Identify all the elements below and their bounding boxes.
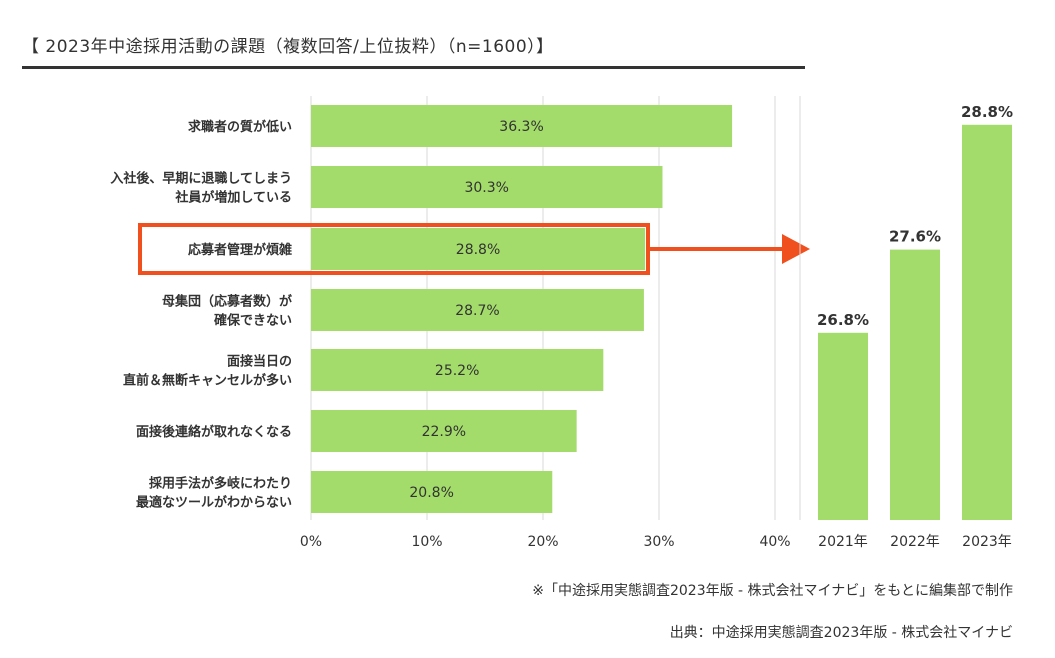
bar-data-label: 20.8% [409,485,453,501]
category-label: 最適なツールがわからない [136,495,292,511]
year-data-label: 27.6% [889,228,941,246]
x-tick-label: 30% [643,534,674,550]
chart-source: 出典：中途採用実態調査2023年版 - 株式会社マイナビ [669,625,1013,641]
bar-data-label: 22.9% [422,424,466,440]
bar-data-label: 28.7% [455,303,499,319]
bar-data-label: 30.3% [464,180,508,196]
x-tick-label: 10% [411,534,442,550]
bar-data-label: 25.2% [435,363,479,379]
category-label: 直前＆無断キャンセルが多い [123,373,292,389]
chart-note: ※「中途採用実態調査2023年版 - 株式会社マイナビ」をもとに編集部で制作 [532,583,1013,599]
category-label: 入社後、早期に退職してしまう [110,171,292,187]
bar-data-label: 28.8% [456,242,500,258]
bar [311,289,644,331]
year-bar [890,249,940,520]
bar [311,410,577,452]
category-label: 母集団（応募者数）が [162,294,292,310]
year-bar [818,332,868,520]
x-tick-label: 40% [759,534,790,550]
chart-title: 【 2023年中途採用活動の課題（複数回答/上位抜粋）（n=1600）】 [22,37,554,57]
category-label: 面接当日の [227,354,292,370]
year-tick-label: 2023年 [962,534,1012,550]
title-underline [22,66,805,69]
year-data-label: 26.8% [817,311,869,329]
bar [311,471,553,513]
category-label: 求職者の質が低い [188,119,292,135]
year-tick-label: 2021年 [818,534,868,550]
category-label: 面接後連絡が取れなくなる [136,424,292,440]
bar [311,228,646,270]
arrow-head-icon [782,234,810,264]
category-label: 採用手法が多岐にわたり [149,476,292,492]
bar [311,166,663,208]
x-tick-label: 20% [527,534,558,550]
category-label: 応募者管理が煩雑 [188,242,292,258]
year-tick-label: 2022年 [890,534,940,550]
bar [311,349,604,391]
category-label: 社員が増加している [174,190,292,206]
year-bar [962,124,1012,521]
bar-data-label: 36.3% [499,119,543,135]
year-data-label: 28.8% [961,103,1013,121]
category-label: 確保できない [214,313,292,329]
x-tick-label: 0% [300,534,322,550]
bar [311,105,733,147]
